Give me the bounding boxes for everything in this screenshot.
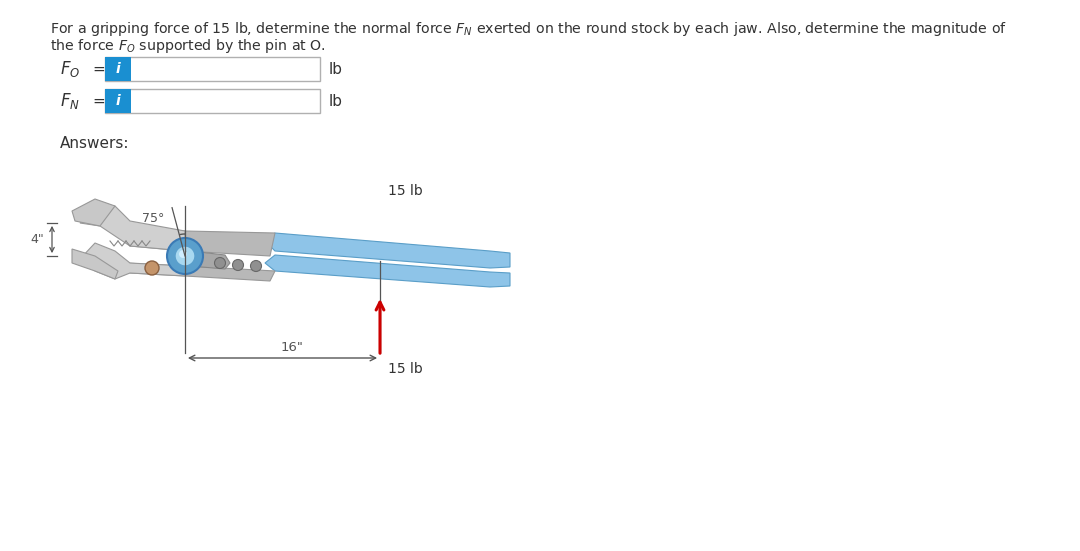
Circle shape (145, 261, 159, 275)
Text: 4": 4" (30, 233, 44, 246)
Circle shape (232, 260, 243, 271)
Polygon shape (265, 255, 510, 287)
Text: Answers:: Answers: (60, 136, 130, 151)
Text: =: = (92, 62, 105, 77)
Circle shape (175, 246, 195, 266)
Text: i: i (116, 62, 120, 76)
Polygon shape (190, 251, 230, 269)
Text: 75°: 75° (141, 212, 164, 224)
Circle shape (251, 261, 261, 272)
Text: $F_N$: $F_N$ (60, 91, 80, 111)
FancyBboxPatch shape (105, 89, 131, 113)
Circle shape (167, 238, 203, 274)
FancyBboxPatch shape (105, 89, 320, 113)
Text: For a gripping force of 15 lb, determine the normal force $F_N$ exerted on the r: For a gripping force of 15 lb, determine… (50, 20, 1007, 38)
Polygon shape (125, 226, 275, 256)
Polygon shape (265, 233, 510, 268)
FancyBboxPatch shape (105, 57, 320, 81)
Circle shape (179, 250, 187, 258)
Text: $F_O$: $F_O$ (60, 59, 80, 79)
Polygon shape (72, 199, 114, 226)
FancyBboxPatch shape (105, 57, 131, 81)
Text: =: = (92, 94, 105, 109)
Text: the force $F_O$ supported by the pin at O.: the force $F_O$ supported by the pin at … (50, 37, 326, 55)
Polygon shape (72, 249, 118, 279)
Text: lb: lb (329, 62, 343, 77)
Text: 16": 16" (281, 341, 303, 354)
Text: i: i (116, 94, 120, 108)
Polygon shape (80, 206, 185, 251)
Circle shape (215, 257, 226, 268)
Polygon shape (125, 263, 275, 281)
Text: 15 lb: 15 lb (388, 184, 422, 198)
Text: lb: lb (329, 94, 343, 109)
Polygon shape (80, 243, 185, 279)
Text: 15 lb: 15 lb (388, 362, 422, 376)
